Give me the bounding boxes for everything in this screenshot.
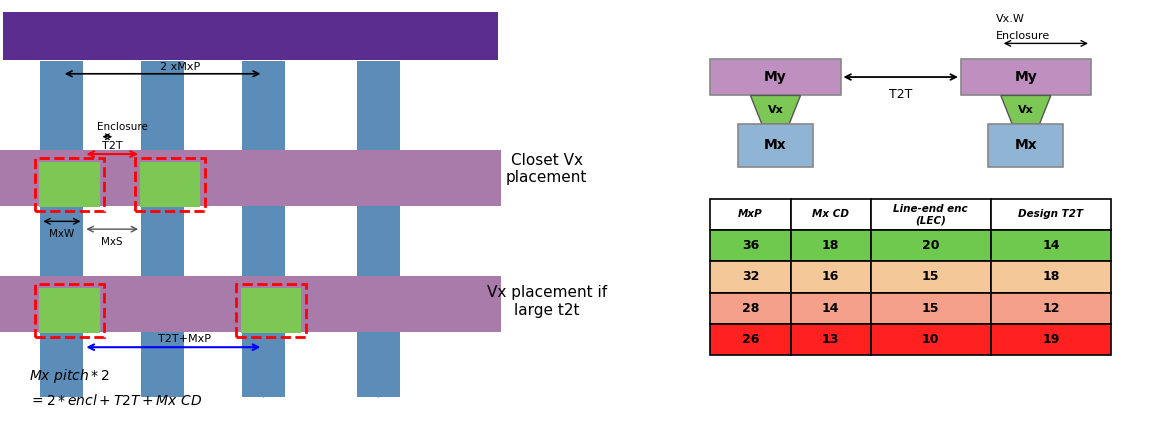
Text: Vx: Vx <box>1017 105 1034 115</box>
Text: Mx: Mx <box>764 138 787 152</box>
Text: MxP: MxP <box>738 209 763 220</box>
Bar <box>961 59 1091 95</box>
Bar <box>40 61 83 397</box>
Text: Closet Vx
placement: Closet Vx placement <box>506 153 587 185</box>
Text: 36: 36 <box>742 239 759 252</box>
Text: T2T+MxP: T2T+MxP <box>159 334 212 344</box>
Text: MxW: MxW <box>49 229 75 239</box>
Text: 28: 28 <box>741 302 760 315</box>
Text: $Mx\ pitch * 2$: $Mx\ pitch * 2$ <box>29 367 109 385</box>
Text: Line-end enc
(LEC): Line-end enc (LEC) <box>893 204 968 225</box>
Text: Vx placement if
large t2t: Vx placement if large t2t <box>487 286 607 318</box>
Text: 32: 32 <box>741 270 760 283</box>
Text: My: My <box>1014 70 1037 84</box>
Bar <box>35 158 104 211</box>
Text: Mx: Mx <box>1014 138 1037 152</box>
Text: Enclosure: Enclosure <box>996 31 1050 41</box>
Bar <box>870 293 991 324</box>
Text: 14: 14 <box>1042 239 1060 252</box>
Bar <box>791 261 870 293</box>
Bar <box>870 261 991 293</box>
Bar <box>791 199 870 230</box>
Text: 19: 19 <box>1042 333 1060 346</box>
Text: 18: 18 <box>822 239 839 252</box>
Bar <box>738 124 813 167</box>
Text: 13: 13 <box>822 333 839 346</box>
Text: 14: 14 <box>822 302 839 315</box>
Bar <box>39 288 99 333</box>
Bar <box>0 150 501 206</box>
Bar <box>710 324 791 355</box>
Bar <box>357 61 401 397</box>
Text: 15: 15 <box>922 302 939 315</box>
Text: $= 2 * encl + T2T + Mx\ CD$: $= 2 * encl + T2T + Mx\ CD$ <box>29 393 203 408</box>
Text: 15: 15 <box>922 270 939 283</box>
Polygon shape <box>1000 95 1051 124</box>
Bar <box>870 230 991 261</box>
Bar <box>35 284 104 337</box>
Text: 18: 18 <box>1042 270 1060 283</box>
Bar <box>991 293 1111 324</box>
Text: Design T2T: Design T2T <box>1019 209 1083 220</box>
Bar <box>791 293 870 324</box>
Bar <box>241 288 300 333</box>
Bar <box>0 276 501 332</box>
Bar <box>791 230 870 261</box>
Text: 20: 20 <box>922 239 939 252</box>
Polygon shape <box>750 95 800 124</box>
Bar <box>242 61 285 397</box>
Text: 12: 12 <box>1042 302 1060 315</box>
Text: Vx: Vx <box>768 105 784 115</box>
Text: T2T: T2T <box>102 141 122 151</box>
Text: MxS: MxS <box>101 237 123 247</box>
Bar <box>991 199 1111 230</box>
Bar <box>989 124 1064 167</box>
Text: 26: 26 <box>741 333 760 346</box>
Text: My: My <box>764 70 787 84</box>
Bar <box>710 293 791 324</box>
Bar <box>870 324 991 355</box>
Bar <box>39 162 99 207</box>
Bar <box>710 261 791 293</box>
Text: Enclosure: Enclosure <box>97 122 147 132</box>
Bar <box>236 284 305 337</box>
Bar <box>710 199 791 230</box>
Text: Vx.W: Vx.W <box>996 14 1024 24</box>
Text: 2 xMxP: 2 xMxP <box>160 62 200 72</box>
Bar <box>140 61 184 397</box>
Bar <box>139 162 200 207</box>
Text: 16: 16 <box>822 270 839 283</box>
Bar <box>991 324 1111 355</box>
Bar <box>710 230 791 261</box>
Bar <box>991 261 1111 293</box>
Bar <box>136 158 205 211</box>
Text: Mx CD: Mx CD <box>813 209 849 220</box>
Text: T2T: T2T <box>889 88 913 101</box>
Bar <box>870 199 991 230</box>
Text: 10: 10 <box>922 333 939 346</box>
Bar <box>991 230 1111 261</box>
Text: Mx Tip to Tip  scaling – problem statement: Mx Tip to Tip scaling – problem statemen… <box>76 29 428 43</box>
Bar <box>791 324 870 355</box>
Bar <box>2 12 497 60</box>
Bar <box>710 59 840 95</box>
